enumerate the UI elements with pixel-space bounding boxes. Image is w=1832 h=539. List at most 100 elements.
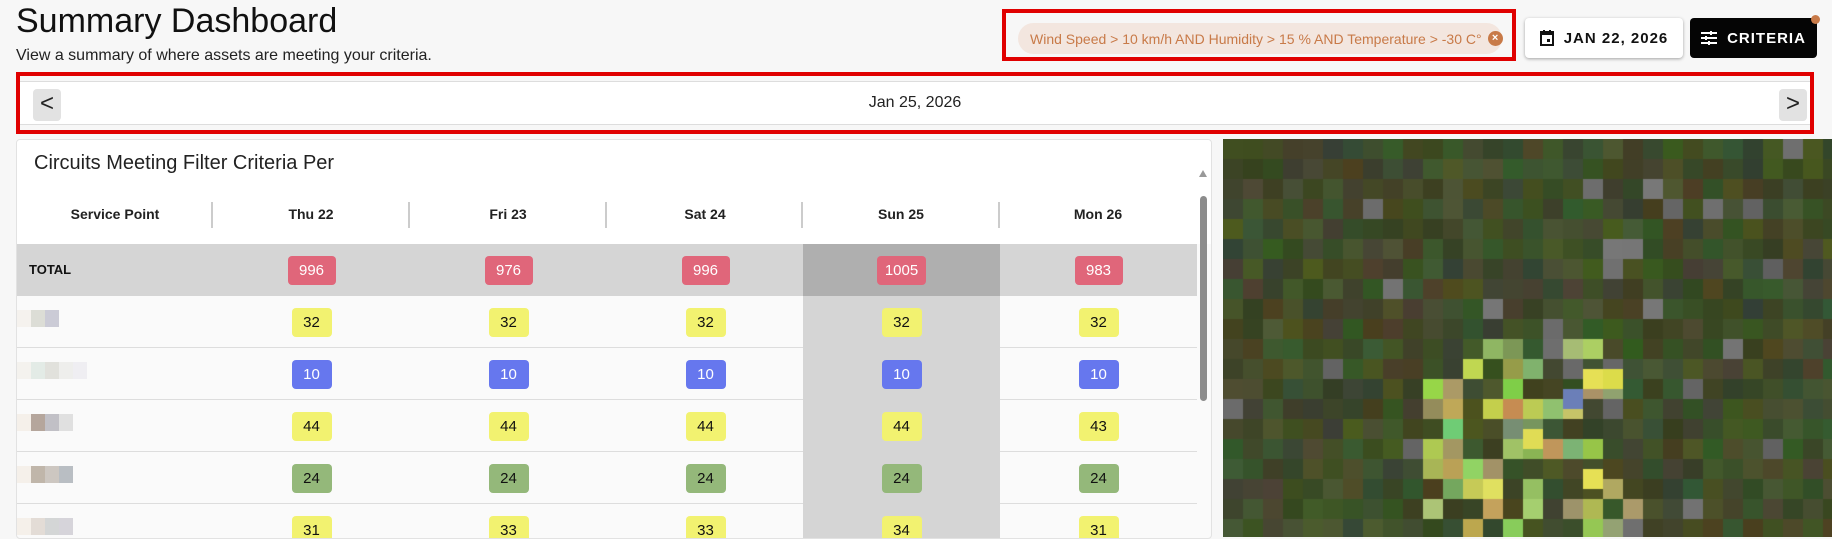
count-badge[interactable]: 10 <box>1079 360 1119 389</box>
count-badge[interactable]: 31 <box>1079 516 1119 539</box>
table-scrollbar[interactable] <box>1197 170 1209 539</box>
count-badge[interactable]: 24 <box>292 464 332 493</box>
table-row[interactable]: 10 10 10 10 10 <box>17 348 1197 400</box>
table-row[interactable]: 32 32 32 32 32 <box>17 296 1197 348</box>
column-header[interactable]: Service Point <box>17 206 213 222</box>
service-point-name[interactable] <box>17 466 73 483</box>
table-cell: 996 <box>607 244 804 296</box>
count-badge[interactable]: 10 <box>882 360 922 389</box>
table-cell: 1005 <box>803 244 1000 296</box>
date-navigator: < Jan 25, 2026 > <box>20 81 1810 125</box>
current-date: Jan 25, 2026 <box>80 94 1750 112</box>
table-cell: 32 <box>803 296 1000 348</box>
column-divider[interactable] <box>408 202 410 228</box>
table-cell: 43 <box>1000 400 1197 452</box>
table-cell: 44 <box>213 400 410 452</box>
table-cell: 33 <box>410 504 607 539</box>
column-header[interactable]: Sun 25 <box>803 206 999 222</box>
count-badge[interactable]: 996 <box>288 256 336 285</box>
close-circle-icon[interactable]: × <box>1488 31 1503 46</box>
table-cell: 44 <box>803 400 1000 452</box>
count-badge[interactable]: 24 <box>882 464 922 493</box>
count-badge[interactable]: 33 <box>489 516 529 539</box>
column-header[interactable]: Fri 23 <box>410 206 606 222</box>
table-cell: 10 <box>607 348 804 400</box>
count-badge[interactable]: 44 <box>882 412 922 441</box>
sliders-icon <box>1701 31 1717 45</box>
table-cell: 32 <box>1000 296 1197 348</box>
next-day-button[interactable]: > <box>1779 89 1807 121</box>
table-row[interactable]: 31 33 33 34 31 <box>17 504 1197 539</box>
count-badge[interactable]: 24 <box>489 464 529 493</box>
summary-table-card: Circuits Meeting Filter Criteria Per Ser… <box>16 139 1212 539</box>
count-badge[interactable]: 44 <box>686 412 726 441</box>
total-row[interactable]: TOTAL 996 976 996 1005 983 <box>17 244 1197 296</box>
table-cell: 44 <box>607 400 804 452</box>
date-picker-button[interactable]: JAN 22, 2026 <box>1525 18 1683 58</box>
satellite-map[interactable] <box>1223 139 1832 537</box>
count-badge[interactable]: 32 <box>489 308 529 337</box>
count-badge[interactable]: 996 <box>682 256 730 285</box>
count-badge[interactable]: 32 <box>686 308 726 337</box>
service-point-name[interactable] <box>17 414 73 431</box>
count-badge[interactable]: 33 <box>686 516 726 539</box>
table-cell: 31 <box>1000 504 1197 539</box>
count-badge[interactable]: 10 <box>686 360 726 389</box>
previous-day-button[interactable]: < <box>33 89 61 121</box>
column-divider[interactable] <box>998 202 1000 228</box>
count-badge[interactable]: 976 <box>485 256 533 285</box>
count-badge[interactable]: 24 <box>686 464 726 493</box>
column-divider[interactable] <box>801 202 803 228</box>
table-cell: 10 <box>410 348 607 400</box>
column-divider[interactable] <box>605 202 607 228</box>
scroll-up-icon[interactable] <box>1199 170 1207 177</box>
column-header[interactable]: Thu 22 <box>213 206 409 222</box>
calendar-icon <box>1540 30 1554 46</box>
table-cell: 34 <box>803 504 1000 539</box>
table-cell: 33 <box>607 504 804 539</box>
table-row[interactable]: 44 44 44 44 43 <box>17 400 1197 452</box>
service-point-name[interactable] <box>17 310 59 327</box>
count-badge[interactable]: 44 <box>292 412 332 441</box>
table-cell: 24 <box>1000 452 1197 504</box>
column-header[interactable]: Mon 26 <box>1000 206 1196 222</box>
table-cell: 10 <box>213 348 410 400</box>
table-cell: 24 <box>803 452 1000 504</box>
count-badge[interactable]: 10 <box>489 360 529 389</box>
count-badge[interactable]: 10 <box>292 360 332 389</box>
count-badge[interactable]: 32 <box>882 308 922 337</box>
filter-chip[interactable]: Wind Speed > 10 km/h AND Humidity > 15 %… <box>1018 23 1502 54</box>
criteria-button[interactable]: CRITERIA <box>1690 18 1817 58</box>
table-cell: 24 <box>213 452 410 504</box>
table-title: Circuits Meeting Filter Criteria Per <box>34 152 334 175</box>
table-cell: 10 <box>1000 348 1197 400</box>
table-cell: 32 <box>607 296 804 348</box>
criteria-indicator-dot <box>1811 15 1820 24</box>
count-badge[interactable]: 31 <box>292 516 332 539</box>
table-row[interactable]: 24 24 24 24 24 <box>17 452 1197 504</box>
table-cell: 24 <box>607 452 804 504</box>
table-cell: 983 <box>1000 244 1197 296</box>
count-badge[interactable]: 24 <box>1079 464 1119 493</box>
service-point-name[interactable] <box>17 518 73 535</box>
count-badge[interactable]: 1005 <box>877 256 926 285</box>
table-cell: 44 <box>410 400 607 452</box>
table-cell: 32 <box>410 296 607 348</box>
table-cell: 24 <box>410 452 607 504</box>
criteria-button-label: CRITERIA <box>1727 30 1806 47</box>
count-badge[interactable]: 34 <box>882 516 922 539</box>
count-badge[interactable]: 44 <box>489 412 529 441</box>
count-badge[interactable]: 983 <box>1075 256 1123 285</box>
scrollbar-thumb[interactable] <box>1200 196 1207 401</box>
table-cell: 32 <box>213 296 410 348</box>
column-header[interactable]: Sat 24 <box>607 206 803 222</box>
table-cell: 31 <box>213 504 410 539</box>
service-point-name[interactable] <box>17 362 87 379</box>
total-label: TOTAL <box>29 262 71 277</box>
count-badge[interactable]: 43 <box>1079 412 1119 441</box>
table-cell: 10 <box>803 348 1000 400</box>
column-divider[interactable] <box>211 202 213 228</box>
count-badge[interactable]: 32 <box>292 308 332 337</box>
page-title: Summary Dashboard <box>16 2 337 41</box>
count-badge[interactable]: 32 <box>1079 308 1119 337</box>
